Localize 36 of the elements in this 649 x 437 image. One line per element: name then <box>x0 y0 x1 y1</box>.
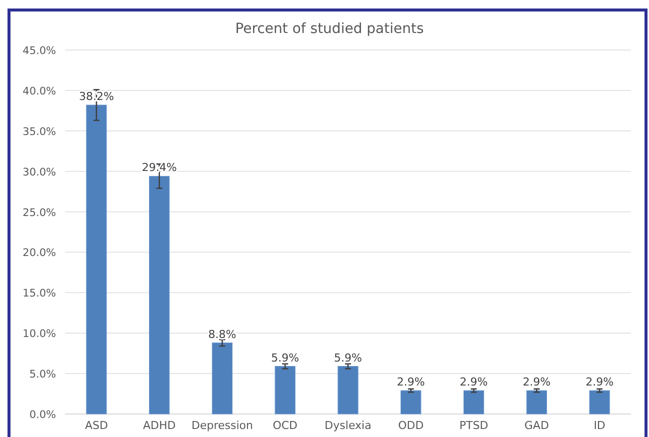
data-label: 5.9% <box>334 351 362 364</box>
x-tick-label: ID <box>594 419 606 432</box>
chart-title: Percent of studied patients <box>235 21 424 37</box>
data-label: 2.9% <box>586 376 614 389</box>
y-tick-label: 0.0% <box>29 409 56 421</box>
bar <box>338 366 358 414</box>
x-tick-label: OCD <box>272 419 298 432</box>
bar <box>400 390 422 414</box>
y-tick-label: 5.0% <box>29 368 56 381</box>
x-tick-label: ODD <box>398 419 424 432</box>
data-label: 5.9% <box>271 351 300 364</box>
y-tick-label: 10.0% <box>22 328 56 340</box>
x-tick-label: ADHD <box>142 419 176 432</box>
data-label: 8.8% <box>208 328 236 341</box>
bar <box>274 366 296 414</box>
bar <box>212 342 233 414</box>
data-label: 2.9% <box>396 376 425 389</box>
y-tick-label: 35.0% <box>22 126 56 138</box>
x-tick-label: Dyslexia <box>324 419 372 432</box>
y-tick-label: 15.0% <box>22 288 56 300</box>
bar <box>86 104 107 414</box>
data-label: 2.9% <box>460 376 488 389</box>
bar <box>526 390 547 414</box>
x-tick-label: PTSD <box>459 419 488 432</box>
y-tick-label: 30.0% <box>22 166 56 178</box>
x-tick-label: Depression <box>191 419 253 432</box>
y-tick-label: 20.0% <box>22 247 56 260</box>
bar <box>149 176 170 414</box>
y-tick-label: 40.0% <box>22 85 56 98</box>
x-tick-label: GAD <box>524 419 549 432</box>
x-tick-label: ASD <box>84 419 108 432</box>
y-tick-label: 25.0% <box>22 206 56 219</box>
bar <box>463 390 484 414</box>
bar <box>589 390 610 414</box>
y-tick-label: 45.0% <box>22 45 56 57</box>
data-label: 2.9% <box>522 376 551 389</box>
